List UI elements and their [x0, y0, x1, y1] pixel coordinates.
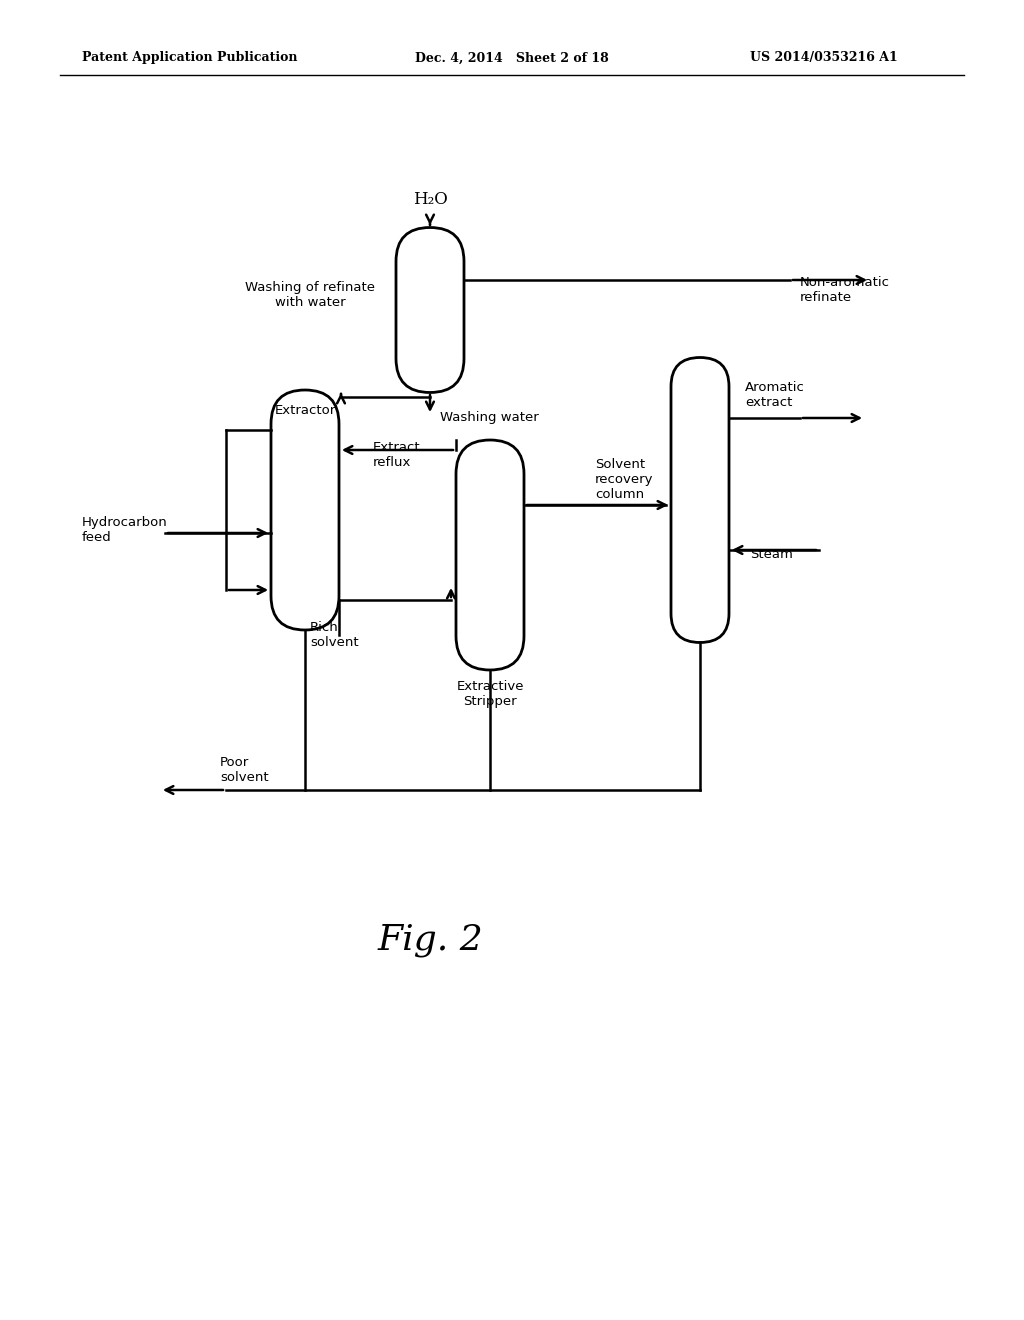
Text: Extractive
Stripper: Extractive Stripper — [457, 680, 523, 708]
Text: Steam: Steam — [750, 549, 793, 561]
Text: Poor
solvent: Poor solvent — [220, 756, 268, 784]
FancyBboxPatch shape — [456, 440, 524, 671]
Text: Washing water: Washing water — [440, 412, 539, 425]
FancyBboxPatch shape — [671, 358, 729, 643]
Text: Washing of refinate
with water: Washing of refinate with water — [245, 281, 375, 309]
Text: Extractor: Extractor — [275, 404, 336, 417]
FancyBboxPatch shape — [396, 227, 464, 392]
Text: Rich
solvent: Rich solvent — [310, 620, 358, 649]
FancyBboxPatch shape — [271, 389, 339, 630]
Text: US 2014/0353216 A1: US 2014/0353216 A1 — [750, 51, 898, 65]
Text: Dec. 4, 2014   Sheet 2 of 18: Dec. 4, 2014 Sheet 2 of 18 — [415, 51, 609, 65]
Text: Patent Application Publication: Patent Application Publication — [82, 51, 298, 65]
Text: H₂O: H₂O — [413, 191, 447, 209]
Text: Aromatic
extract: Aromatic extract — [745, 381, 805, 409]
Text: Extract
reflux: Extract reflux — [373, 441, 421, 469]
Text: Solvent
recovery
column: Solvent recovery column — [595, 458, 653, 502]
Text: Hydrocarbon
feed: Hydrocarbon feed — [82, 516, 168, 544]
Text: Non-aromatic
refinate: Non-aromatic refinate — [800, 276, 890, 304]
Text: Fig. 2: Fig. 2 — [377, 923, 483, 957]
